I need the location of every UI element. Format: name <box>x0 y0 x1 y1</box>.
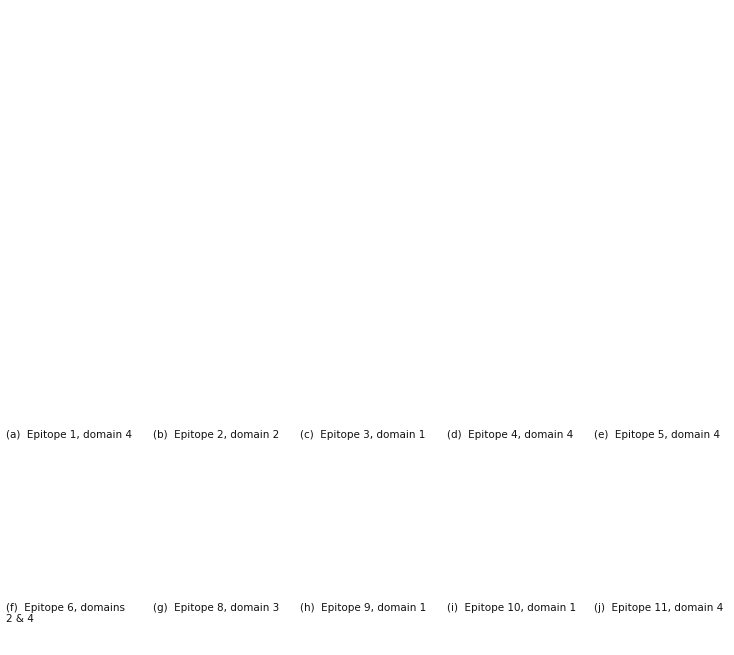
Text: (c)  Epitope 3, domain 1: (c) Epitope 3, domain 1 <box>300 430 425 440</box>
Text: (h)  Epitope 9, domain 1: (h) Epitope 9, domain 1 <box>300 603 426 612</box>
Text: (b)  Epitope 2, domain 2: (b) Epitope 2, domain 2 <box>153 430 279 440</box>
Text: (a)  Epitope 1, domain 4: (a) Epitope 1, domain 4 <box>6 430 132 440</box>
Text: (e)  Epitope 5, domain 4: (e) Epitope 5, domain 4 <box>594 430 720 440</box>
Text: (g)  Epitope 8, domain 3: (g) Epitope 8, domain 3 <box>153 603 279 612</box>
Text: (i)  Epitope 10, domain 1: (i) Epitope 10, domain 1 <box>447 603 576 612</box>
Text: (f)  Epitope 6, domains
2 & 4: (f) Epitope 6, domains 2 & 4 <box>6 603 125 624</box>
Text: (j)  Epitope 11, domain 4: (j) Epitope 11, domain 4 <box>594 603 723 612</box>
Text: (d)  Epitope 4, domain 4: (d) Epitope 4, domain 4 <box>447 430 573 440</box>
